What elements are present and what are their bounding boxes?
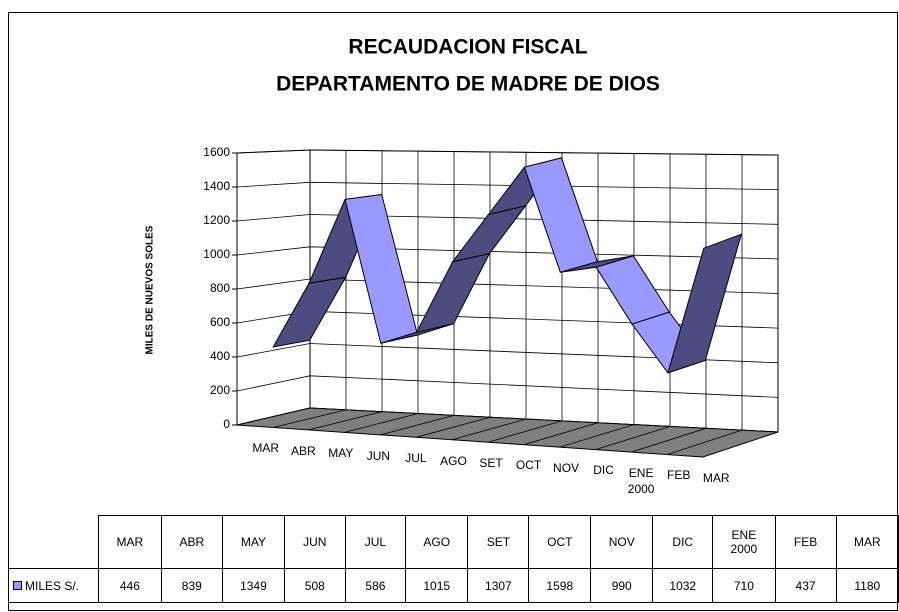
floor-divider xyxy=(523,422,599,446)
table-header-cell: JUL xyxy=(344,515,407,569)
grid-line xyxy=(236,149,779,156)
table-row: MILES S/. 446 839 1349 508 586 1015 1307 1598 990… xyxy=(7,568,899,603)
table-value: 508 xyxy=(283,568,346,603)
table-header-cell: NOV xyxy=(590,515,654,569)
table-value: 1307 xyxy=(467,568,530,603)
table-header-cell: ABR xyxy=(160,515,224,569)
series xyxy=(272,157,743,374)
x-tick-label: JUN xyxy=(366,448,391,463)
table-corner xyxy=(9,516,99,569)
table-value: 1349 xyxy=(222,568,285,603)
y-tick-label: 0 xyxy=(223,417,230,431)
y-tick-label: 200 xyxy=(210,383,230,397)
table-header-row: MAR ABR MAY JUN JUL AGO SET OCT NOV DIC ENE 2000 FE… xyxy=(9,515,899,569)
y-tick-label: 1600 xyxy=(203,145,230,159)
floor-divider xyxy=(595,426,671,450)
x-tick-label: NOV xyxy=(553,460,580,475)
table-value: 437 xyxy=(774,568,837,603)
table-header-cell: OCT xyxy=(528,515,592,569)
legend-label: MILES S/. xyxy=(25,578,80,593)
grid-line xyxy=(236,214,779,225)
table-header-cell: MAY xyxy=(222,515,285,569)
table-header-cell: MAR xyxy=(98,515,162,569)
table-value: 990 xyxy=(590,568,654,603)
x-tick-label: ENE 2000 xyxy=(627,465,655,496)
floor-divider xyxy=(344,413,419,433)
chart-title: RECAUDACION FISCAL xyxy=(348,36,587,59)
floor-divider xyxy=(451,418,527,441)
x-tick-label: SET xyxy=(479,456,503,470)
table-value: 1032 xyxy=(652,568,714,603)
table-header-cell: ENE 2000 xyxy=(712,515,776,569)
floor-divider xyxy=(667,429,743,455)
x-tick-label: DIC xyxy=(593,463,614,478)
x-tick-label: ABR xyxy=(290,443,316,458)
table-value: 839 xyxy=(160,568,224,603)
table-header-cell: AGO xyxy=(405,515,469,569)
legend-cell: MILES S/. xyxy=(7,568,100,603)
x-tick-label: FEB xyxy=(667,468,691,483)
y-tick-label: 800 xyxy=(210,281,230,295)
data-table: MAR ABR MAY JUN JUL AGO SET OCT NOV DIC ENE 2000 FE… xyxy=(7,515,899,603)
table-value: 1598 xyxy=(528,568,592,603)
y-tick-label: 1000 xyxy=(203,247,230,261)
floor-divider xyxy=(559,424,635,448)
grid-line xyxy=(236,246,779,260)
floor-divider xyxy=(631,427,707,453)
table-header-cell: SET xyxy=(467,515,530,569)
floor-divider xyxy=(308,411,383,431)
table-header-cell: MAR xyxy=(835,515,899,569)
floor-divider xyxy=(272,409,347,428)
table-value: 710 xyxy=(712,568,776,603)
grid-line xyxy=(236,343,779,364)
floor-divider xyxy=(416,416,491,438)
x-tick-label: MAY xyxy=(328,446,354,461)
floor-divider xyxy=(487,420,563,443)
y-tick-label: 400 xyxy=(210,349,230,363)
floor xyxy=(236,407,779,458)
y-tick-label: 1200 xyxy=(203,213,230,227)
y-tick-label: 600 xyxy=(210,315,230,329)
ribbon-segment xyxy=(667,233,743,374)
x-tick-label: MAR xyxy=(702,470,730,485)
floor-divider xyxy=(380,414,455,436)
legend-swatch xyxy=(13,580,22,590)
table-header-cell: DIC xyxy=(652,515,714,569)
x-tick-label: OCT xyxy=(515,458,542,473)
table-value: 586 xyxy=(344,568,407,603)
x-tick-label: MAR xyxy=(252,441,280,456)
table-header-cell: FEB xyxy=(774,515,837,569)
x-tick-label: AGO xyxy=(440,453,467,468)
table-value: 1015 xyxy=(405,568,469,603)
frame xyxy=(8,12,898,611)
y-tick-label: 1400 xyxy=(203,179,230,193)
table-value: 446 xyxy=(98,568,162,603)
x-tick-label: JUL xyxy=(405,451,427,466)
chart-title: DEPARTAMENTO DE MADRE DE DIOS xyxy=(276,73,660,96)
y-axis-label: MILES DE NUEVOS SOLES xyxy=(145,225,156,354)
table-header-cell: JUN xyxy=(283,515,346,569)
grid-line xyxy=(236,375,779,398)
grid-line xyxy=(236,181,779,190)
table-value: 1180 xyxy=(835,568,899,603)
